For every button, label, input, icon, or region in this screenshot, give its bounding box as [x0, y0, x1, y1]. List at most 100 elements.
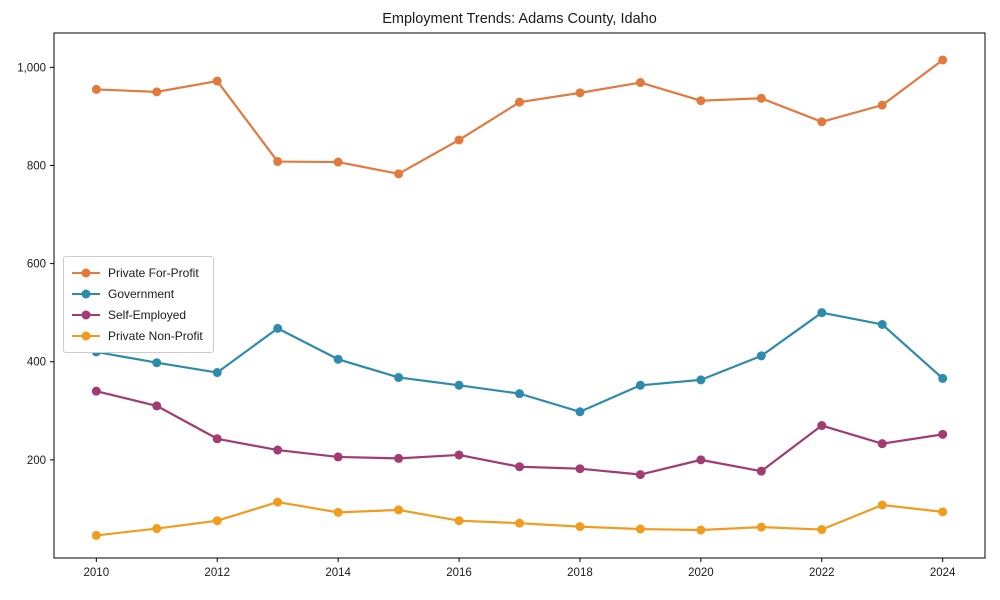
x-tick-label: 2018 [567, 567, 593, 579]
series-marker-private-for-profit [938, 55, 948, 65]
x-axis: 2010 2012 2014 2016 2018 2020 2022 2024 [84, 558, 956, 579]
legend-line-swatch-icon [72, 289, 100, 299]
legend-label: Self-Employed [108, 308, 187, 322]
series-marker-private-non-profit [817, 525, 827, 535]
series-marker-private-non-profit [515, 518, 524, 528]
series-marker-private-non-profit [454, 516, 464, 526]
legend-label: Private For-Profit [108, 266, 199, 280]
x-tick-label: 2016 [446, 567, 472, 579]
series-self-employed [91, 386, 948, 480]
y-tick-label: 800 [27, 160, 46, 172]
legend-marker-icon [81, 310, 91, 320]
series-marker-government [212, 368, 222, 378]
legend-line-swatch-icon [72, 310, 100, 320]
series-marker-private-non-profit [756, 522, 766, 532]
series-marker-private-for-profit [454, 135, 464, 145]
series-line-private-for-profit [95, 58, 944, 175]
series-marker-government [394, 372, 404, 382]
series-marker-private-non-profit [212, 516, 222, 526]
x-tick-label: 2022 [809, 567, 835, 579]
legend: Private For-Profit Government Self-Emplo… [63, 256, 214, 353]
series-marker-self-employed [454, 450, 464, 460]
legend-item: Private Non-Profit [72, 328, 203, 344]
x-tick-label: 2014 [325, 567, 351, 579]
series-marker-private-for-profit [575, 88, 585, 98]
series-marker-private-non-profit [91, 530, 101, 540]
series-marker-self-employed [696, 455, 706, 465]
series-marker-self-employed [877, 439, 887, 449]
series-marker-private-for-profit [756, 93, 766, 103]
y-tick-label: 200 [27, 455, 46, 467]
y-tick-label: 1,000 [17, 62, 46, 74]
y-tick-label: 400 [27, 357, 46, 369]
legend-line-swatch-icon [72, 268, 100, 278]
series-marker-government [152, 358, 162, 368]
series-marker-self-employed [756, 466, 766, 476]
x-tick-label: 2012 [204, 567, 230, 579]
series-marker-government [635, 380, 645, 390]
series-marker-private-non-profit [938, 507, 948, 517]
series-marker-private-non-profit [273, 497, 283, 507]
series-marker-self-employed [515, 462, 524, 472]
series-marker-private-non-profit [575, 522, 585, 532]
series-marker-self-employed [212, 434, 222, 444]
series-marker-private-non-profit [635, 524, 645, 534]
series-line-self-employed [95, 390, 944, 476]
series-marker-self-employed [938, 429, 948, 439]
series-marker-government [938, 373, 948, 383]
series-marker-government [575, 407, 585, 417]
series-private-for-profit [91, 55, 948, 179]
series-marker-private-for-profit [515, 97, 524, 107]
series-marker-government [333, 354, 343, 364]
series-marker-private-non-profit [333, 507, 343, 517]
series-marker-self-employed [91, 386, 101, 396]
series-marker-government [515, 389, 524, 399]
series-marker-private-non-profit [696, 525, 706, 535]
y-tick-label: 600 [27, 259, 46, 271]
series-marker-private-non-profit [877, 500, 887, 510]
legend-marker-icon [81, 289, 91, 299]
series-marker-government [817, 308, 827, 318]
legend-item: Private For-Profit [72, 265, 203, 281]
x-tick-label: 2010 [84, 567, 110, 579]
legend-item: Government [72, 286, 203, 302]
series-marker-government [454, 380, 464, 390]
series-marker-private-for-profit [273, 157, 283, 167]
series-marker-government [877, 319, 887, 329]
series-marker-private-for-profit [333, 157, 343, 167]
series-marker-private-for-profit [91, 84, 101, 94]
series-marker-government [756, 351, 766, 361]
series-marker-government [696, 375, 706, 385]
series-marker-private-for-profit [877, 100, 887, 110]
series-marker-private-for-profit [817, 117, 827, 127]
series-marker-private-non-profit [152, 524, 162, 534]
x-tick-label: 2020 [688, 567, 714, 579]
x-tick-label: 2024 [930, 567, 956, 579]
chart-title: Employment Trends: Adams County, Idaho [382, 11, 657, 27]
legend-label: Private Non-Profit [108, 329, 203, 343]
legend-marker-icon [81, 331, 91, 341]
series-marker-self-employed [333, 452, 343, 462]
series-marker-government [273, 323, 283, 333]
series-private-non-profit [91, 497, 948, 540]
series-marker-private-for-profit [212, 76, 222, 86]
series-marker-self-employed [394, 453, 404, 463]
plot-border [53, 32, 986, 559]
series-marker-self-employed [575, 464, 585, 474]
series-government [91, 308, 948, 417]
series-marker-self-employed [152, 401, 162, 411]
series-marker-private-non-profit [394, 505, 404, 515]
legend-item: Self-Employed [72, 307, 203, 323]
legend-label: Government [108, 287, 175, 301]
y-axis: 200 400 600 800 1,000 [17, 62, 54, 467]
series-marker-self-employed [635, 470, 645, 480]
series-marker-self-employed [817, 421, 827, 431]
series-marker-private-for-profit [152, 87, 162, 97]
legend-marker-icon [81, 268, 91, 278]
series-marker-self-employed [273, 445, 283, 455]
series-marker-private-for-profit [394, 169, 404, 179]
series-marker-private-for-profit [696, 96, 706, 106]
legend-line-swatch-icon [72, 331, 100, 341]
